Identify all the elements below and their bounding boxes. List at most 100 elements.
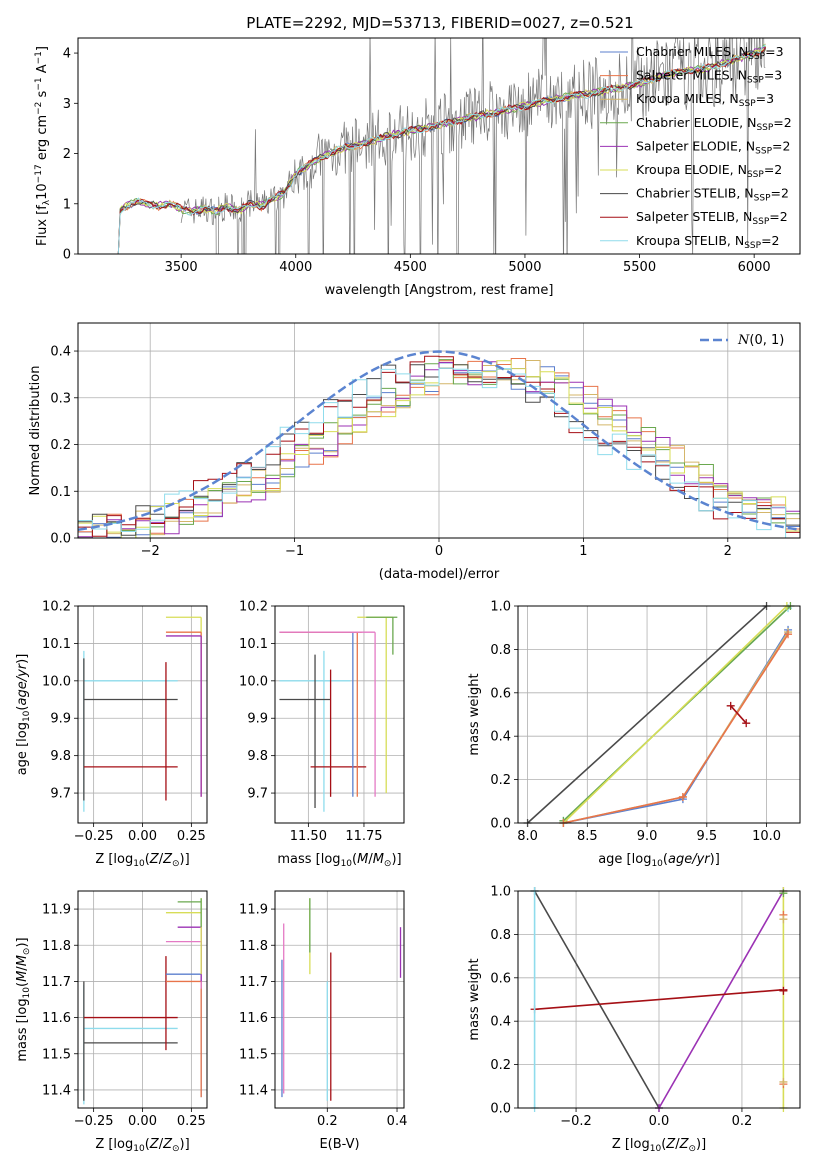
weight-marker xyxy=(779,986,788,995)
axes-frame xyxy=(77,605,208,824)
axes-frame xyxy=(77,890,208,1109)
histogram-step xyxy=(78,359,800,538)
x-tick-label: 3500 xyxy=(165,260,198,275)
y-tick-label: 9.7 xyxy=(50,787,71,802)
y-tick-label: 0.4 xyxy=(490,730,511,745)
y-tick-label: 11.7 xyxy=(42,975,71,990)
residuals-panel: −2 −1 0 1 2 0.0 0.1 0.2 0.3 0.4 (data-model)/error… xyxy=(28,322,801,582)
y-tick-label: 1.0 xyxy=(490,885,511,900)
y-tick-label: 2 xyxy=(63,147,71,162)
legend-entry: Chabrier ELODIE, NSSP=2 xyxy=(636,115,792,133)
y-axis-label: mass [log10(M/M⊙)] xyxy=(15,937,32,1061)
y-tick-label: 10.0 xyxy=(42,674,71,689)
y-axis-label: mass weight xyxy=(467,673,482,755)
x-tick-label: 0.2 xyxy=(732,1114,753,1129)
y-axis-label: Normed distribution xyxy=(28,366,43,496)
x-tick-label: 11.75 xyxy=(345,829,382,844)
y-tick-label: 0.1 xyxy=(50,485,71,500)
y-tick-label: 1.0 xyxy=(490,600,511,615)
legend-entry: Salpeter MILES, NSSP=3 xyxy=(636,68,782,86)
x-axis-label: Z [log10(Z/Z⊙)] xyxy=(95,852,189,869)
y-tick-label: 11.6 xyxy=(42,1011,71,1026)
age-vs-mass-panel: 11.50 11.75 9.7 9.8 9.9 10.0 10.1 10.2 mass [log… xyxy=(239,600,405,869)
y-tick-label: 0.8 xyxy=(490,643,511,658)
x-axis-label: (data-model)/error xyxy=(379,567,500,582)
axes-frame xyxy=(77,37,801,255)
y-tick-label: 10.1 xyxy=(42,637,71,652)
normal-curve xyxy=(78,350,800,532)
y-tick-label: 0.0 xyxy=(50,532,71,547)
x-axis-label: mass [log10(M/M⊙)] xyxy=(277,852,401,869)
legend-entry: Kroupa STELIB, NSSP=2 xyxy=(636,233,780,251)
x-axis-label: wavelength [Angstrom, rest frame] xyxy=(325,283,554,298)
legend-entry: Kroupa MILES, NSSP=3 xyxy=(636,91,774,109)
x-tick-label: 11.50 xyxy=(290,829,327,844)
x-axis-label: age [log10(age/yr)] xyxy=(598,852,720,869)
x-tick-label: 2 xyxy=(724,544,732,559)
y-tick-label: 9.7 xyxy=(247,787,268,802)
y-axis-label: Flux [fλ10−17 erg cm−2 s−1 A−1] xyxy=(34,46,52,246)
figure-title: PLATE=2292, MJD=53713, FIBERID=0027, z=0… xyxy=(246,14,633,32)
x-tick-label: −0.2 xyxy=(560,1114,592,1129)
x-tick-label: 5500 xyxy=(623,260,656,275)
y-tick-label: 11.8 xyxy=(42,939,71,954)
weight-line xyxy=(730,705,747,724)
y-tick-label: 11.6 xyxy=(239,1011,268,1026)
x-tick-label: 0.00 xyxy=(128,829,157,844)
x-axis-label: E(B-V) xyxy=(319,1137,359,1152)
y-tick-label: 0.0 xyxy=(490,817,511,832)
x-axis-label: Z [log10(Z/Z⊙)] xyxy=(612,1137,706,1154)
legend-entry: Salpeter STELIB, NSSP=2 xyxy=(636,209,788,227)
weight-marker xyxy=(784,630,793,639)
y-tick-label: 10.2 xyxy=(239,600,268,615)
x-tick-label: 9.0 xyxy=(637,829,658,844)
y-tick-label: 0.2 xyxy=(490,1058,511,1073)
y-tick-label: 4 xyxy=(63,47,71,62)
weight-line xyxy=(563,631,789,824)
x-tick-label: 8.5 xyxy=(577,829,598,844)
weight-marker xyxy=(678,792,687,801)
y-tick-label: 1 xyxy=(63,197,71,212)
y-tick-label: 0.6 xyxy=(490,971,511,986)
weight-line xyxy=(562,605,788,824)
mass-vs-Z-panel: −0.25 0.00 0.25 11.4 11.5 11.6 11.7 11.8 11.9 Z [… xyxy=(15,890,208,1154)
x-tick-label: 0.00 xyxy=(128,1114,157,1129)
legend-entry: Chabrier MILES, NSSP=3 xyxy=(636,44,784,62)
weight-marker xyxy=(742,719,751,728)
x-tick-label: 5000 xyxy=(508,260,541,275)
weight-line xyxy=(534,988,784,1011)
weight-marker xyxy=(726,701,735,710)
y-tick-label: 11.5 xyxy=(42,1047,71,1062)
x-tick-label: 0.0 xyxy=(649,1114,670,1129)
axes-frame xyxy=(77,322,801,539)
legend-entry: N(0, 1) xyxy=(737,333,784,348)
y-tick-label: 0.4 xyxy=(50,345,71,360)
y-tick-label: 9.9 xyxy=(247,712,268,727)
legend-entry: Salpeter ELODIE, NSSP=2 xyxy=(636,138,790,156)
weight-line xyxy=(658,890,785,1109)
y-tick-label: 10.2 xyxy=(42,600,71,615)
x-tick-label: 10.0 xyxy=(752,829,781,844)
y-axis-label: age [log10(age/yr)] xyxy=(15,654,32,776)
y-tick-label: 9.8 xyxy=(247,749,268,764)
observed-spectrum xyxy=(180,38,766,254)
y-tick-label: 10.0 xyxy=(239,674,268,689)
y-tick-label: 3 xyxy=(63,97,71,112)
y-tick-label: 11.7 xyxy=(239,975,268,990)
model-line xyxy=(114,44,766,254)
mass-vs-ebv-panel: 0.2 0.4 11.4 11.5 11.6 11.7 11.8 11.9 E(B-V) xyxy=(239,890,408,1152)
y-tick-label: 0.8 xyxy=(490,928,511,943)
axes-frame xyxy=(274,890,405,1109)
y-tick-label: 11.5 xyxy=(239,1047,268,1062)
x-tick-label: 0.4 xyxy=(387,1114,408,1129)
weight-line xyxy=(563,633,789,824)
y-tick-label: 0.2 xyxy=(490,773,511,788)
legend-entry: Kroupa ELODIE, NSSP=2 xyxy=(636,162,782,180)
weight-marker xyxy=(779,915,788,924)
y-tick-label: 0.3 xyxy=(50,391,71,406)
y-tick-label: 11.4 xyxy=(239,1083,268,1098)
spectrum-panel: 3500 4000 4500 5000 5500 6000 0 1 2 3 4 wavelength … xyxy=(34,37,801,298)
histogram-step xyxy=(78,367,800,538)
x-tick-label: −0.25 xyxy=(74,829,114,844)
x-tick-label: 4500 xyxy=(394,260,427,275)
